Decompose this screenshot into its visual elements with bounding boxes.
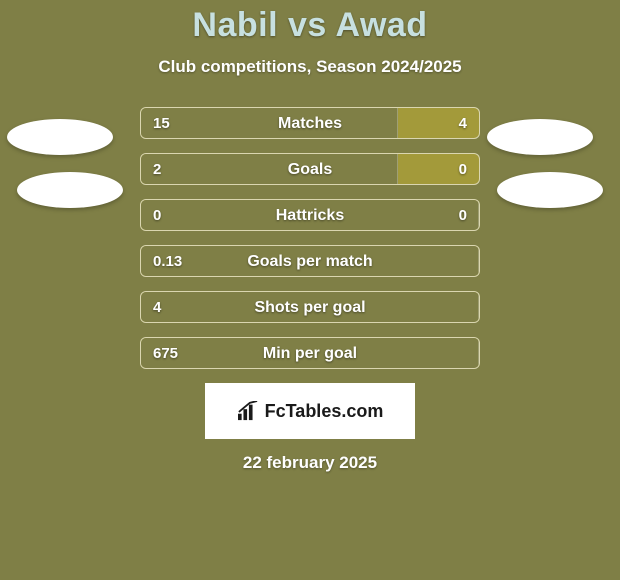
player2-avatar (487, 119, 593, 155)
logo-text: FcTables.com (265, 401, 384, 422)
stat-bar-left-fill (141, 108, 398, 138)
stat-left-value: 4 (153, 292, 161, 323)
page-title: Nabil vs Awad (0, 0, 620, 45)
stat-left-value: 0.13 (153, 246, 182, 277)
stat-bar-left-fill (141, 200, 479, 230)
fctables-logo-icon (237, 401, 259, 421)
stat-bar-track: 675Min per goal (140, 337, 480, 369)
stat-row: 675Min per goal (0, 337, 620, 369)
subtitle: Club competitions, Season 2024/2025 (0, 57, 620, 77)
player2-avatar (497, 172, 603, 208)
stat-bar-left-fill (141, 292, 479, 322)
player1-avatar (7, 119, 113, 155)
player1-avatar (17, 172, 123, 208)
stat-left-value: 0 (153, 200, 161, 231)
player1-name: Nabil (192, 6, 278, 44)
stat-bar-left-fill (141, 154, 398, 184)
vs-label: vs (288, 6, 327, 44)
stat-row: 4Shots per goal (0, 291, 620, 323)
stat-right-value: 0 (459, 154, 467, 185)
stat-row: 0.13Goals per match (0, 245, 620, 277)
player2-name: Awad (336, 6, 428, 44)
stat-bar-track: 154Matches (140, 107, 480, 139)
stat-right-value: 0 (459, 200, 467, 231)
stat-bar-left-fill (141, 246, 479, 276)
stat-bar-left-fill (141, 338, 479, 368)
stat-left-value: 15 (153, 108, 170, 139)
date-label: 22 february 2025 (0, 453, 620, 473)
stat-left-value: 675 (153, 338, 178, 369)
comparison-infographic: Nabil vs Awad Club competitions, Season … (0, 0, 620, 580)
logo-box: FcTables.com (205, 383, 415, 439)
stat-bar-track: 00Hattricks (140, 199, 480, 231)
stat-bar-track: 0.13Goals per match (140, 245, 480, 277)
stat-right-value: 4 (459, 108, 467, 139)
stat-bar-track: 4Shots per goal (140, 291, 480, 323)
stat-bar-track: 20Goals (140, 153, 480, 185)
stat-left-value: 2 (153, 154, 161, 185)
